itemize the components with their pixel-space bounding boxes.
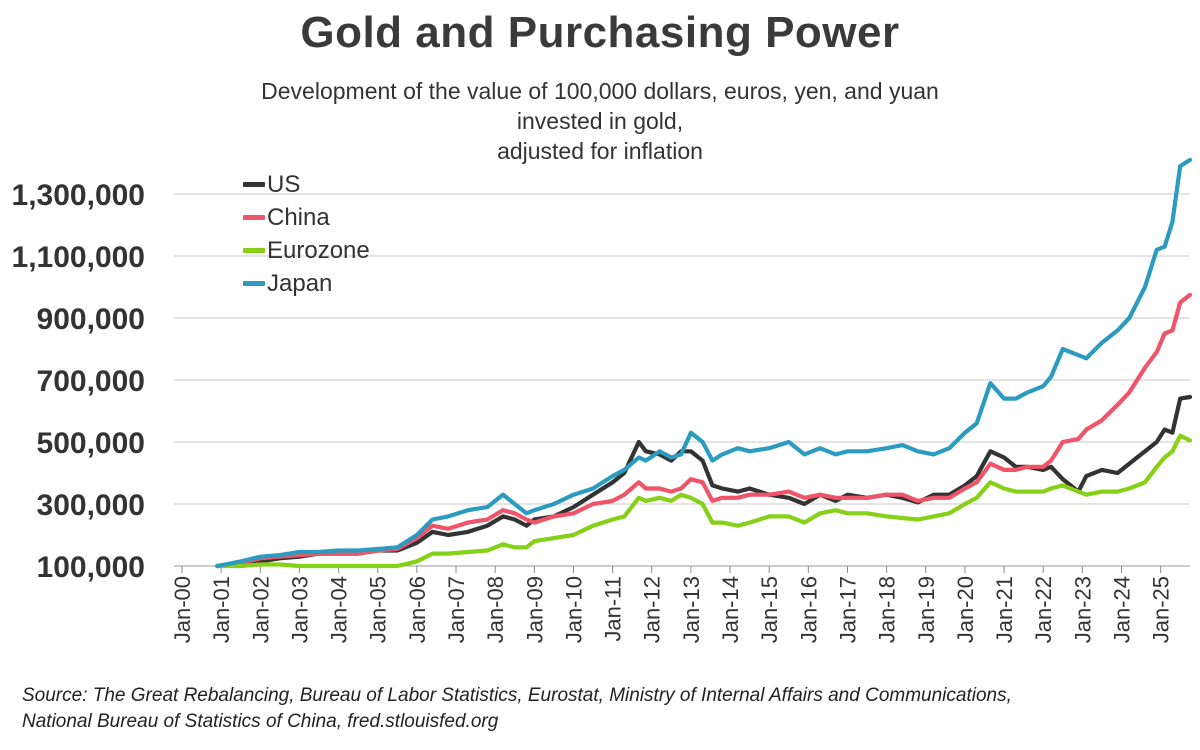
y-tick-label: 100,000 (37, 551, 145, 584)
x-tick-label: Jan-01 (209, 576, 234, 643)
source-line-2: National Bureau of Statistics of China, … (22, 711, 499, 732)
legend-label: Eurozone (267, 236, 370, 264)
x-tick-label: Jan-12 (640, 576, 665, 643)
series-line-china (215, 292, 1193, 569)
y-tick-label: 700,000 (37, 365, 145, 398)
legend-label: US (267, 170, 301, 198)
x-tick-label: Jan-11 (601, 576, 626, 642)
x-tick-label: Jan-04 (327, 576, 352, 643)
legend-swatch (243, 182, 265, 187)
source-note: Source: The Great Rebalancing, Bureau of… (22, 683, 1182, 735)
y-tick-label: 300,000 (37, 489, 145, 522)
chart-title: Gold and Purchasing Power (300, 8, 900, 57)
x-tick-label: Jan-23 (1070, 576, 1095, 643)
x-tick-label: Jan-20 (953, 576, 978, 643)
x-tick-label: Jan-09 (522, 576, 547, 643)
series-line-japan (215, 157, 1193, 569)
x-tick-label: Jan-25 (1149, 576, 1174, 643)
legend-label: Japan (267, 269, 333, 297)
legend-item-china: China (243, 201, 370, 234)
x-tick-label: Jan-16 (796, 576, 821, 643)
source-line-1: Source: The Great Rebalancing, Bureau of… (22, 685, 1012, 706)
x-tick-label: Jan-19 (914, 576, 939, 643)
x-tick-label: Jan-05 (366, 576, 391, 643)
x-tick-label: Jan-17 (835, 576, 860, 643)
x-tick-label: Jan-22 (1031, 576, 1056, 643)
y-axis-tick-labels: 100,000 300,000 500,000 700,000 900,000 1,100… (12, 179, 145, 584)
x-tick-label: Jan-14 (718, 576, 743, 643)
x-axis: Jan-00 Jan-01 Jan-02 Jan-03 Jan-04 Jan-05 Jan-… (170, 566, 1174, 643)
legend: US China Eurozone Japan (243, 168, 370, 300)
gridlines (174, 193, 1190, 567)
subtitle-line-2: adjusted for inflation (497, 138, 703, 164)
x-tick-label: Jan-18 (875, 576, 900, 643)
x-tick-label: Jan-06 (405, 576, 430, 643)
x-tick-label: Jan-24 (1109, 576, 1134, 643)
x-tick-label: Jan-02 (248, 576, 273, 643)
y-tick-label: 500,000 (37, 427, 145, 460)
legend-swatch (243, 215, 265, 220)
x-tick-label: Jan-08 (483, 576, 508, 643)
y-tick-label: 1,100,000 (12, 241, 145, 274)
legend-swatch (243, 281, 265, 286)
legend-item-eurozone: Eurozone (243, 234, 370, 267)
y-tick-label: 900,000 (37, 303, 145, 336)
x-tick-label: Jan-00 (170, 576, 195, 643)
legend-item-japan: Japan (243, 267, 370, 300)
x-tick-label: Jan-10 (561, 576, 586, 643)
x-tick-label: Jan-21 (992, 576, 1017, 643)
x-tick-label: Jan-13 (679, 576, 704, 643)
series-line-eurozone (215, 433, 1193, 569)
line-chart: 100,000 300,000 500,000 700,000 900,000 1,100… (12, 157, 1193, 643)
legend-item-us: US (243, 168, 370, 201)
legend-label: China (267, 203, 330, 231)
y-tick-label: 1,300,000 (12, 179, 145, 212)
series-line-us (215, 394, 1193, 569)
subtitle-line-1: Development of the value of 100,000 doll… (261, 78, 939, 134)
chart-subtitle: Development of the value of 100,000 doll… (250, 76, 950, 166)
legend-swatch (243, 248, 265, 253)
x-tick-label: Jan-07 (444, 576, 469, 643)
x-tick-label: Jan-15 (757, 576, 782, 643)
series-lines (215, 157, 1193, 569)
x-tick-label: Jan-03 (287, 576, 312, 643)
